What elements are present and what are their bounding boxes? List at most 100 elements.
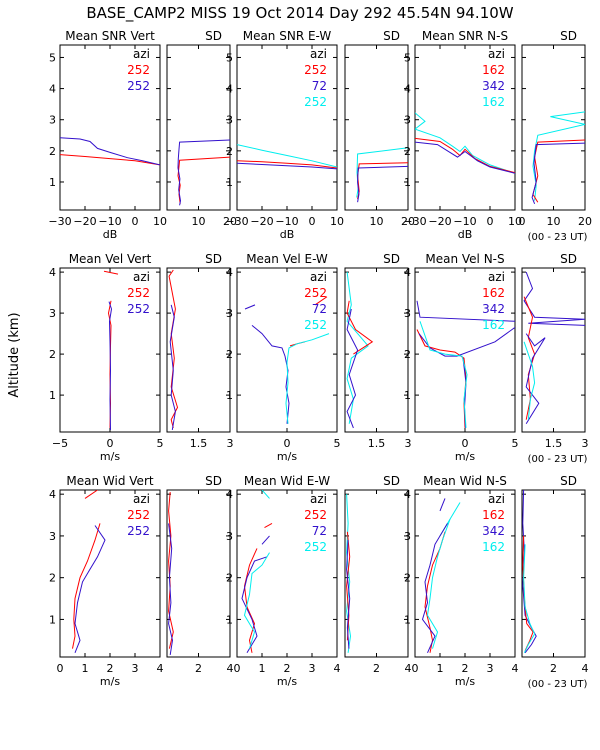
x-tick-label: 4 xyxy=(157,662,164,675)
panel-3: Mean SNR E-W 1 2 3 4 5 −30 −20 −10 0 10 dB azi 252 72 2… xyxy=(225,29,344,241)
series-group xyxy=(241,490,273,654)
y-tick-label: 1 xyxy=(226,389,233,402)
panel-title: Mean Wid E-W xyxy=(244,474,330,488)
x-axis-label: m/s xyxy=(100,450,120,463)
series-line-cyan xyxy=(346,494,352,653)
panel-title: SD xyxy=(383,474,400,488)
plot-frame xyxy=(166,44,231,211)
y-tick-label: 4 xyxy=(226,83,233,96)
series-line-blue xyxy=(237,162,337,170)
series-line-red xyxy=(424,531,446,653)
x-tick-label: −20 xyxy=(250,215,273,228)
series-line-blue xyxy=(531,142,585,204)
series-group xyxy=(60,137,160,166)
series-line-red xyxy=(168,269,179,429)
x-tick-label: 3 xyxy=(582,437,589,450)
panel-title: Mean Wid Vert xyxy=(66,474,153,488)
series-line-cyan xyxy=(356,147,408,198)
series-group xyxy=(356,147,408,203)
x-tick-label: 4 xyxy=(512,662,519,675)
series-line-red xyxy=(522,535,534,651)
x-tick-label: 2 xyxy=(373,662,380,675)
y-tick-label: 1 xyxy=(404,389,411,402)
y-tick-label: 4 xyxy=(404,266,411,279)
figure-title: BASE_CAMP2 MISS 19 Oct 2014 Day 292 45.5… xyxy=(86,4,513,23)
y-tick-label: 4 xyxy=(404,83,411,96)
x-tick-label: −10 xyxy=(453,215,476,228)
legend-entry-cyan: 252 xyxy=(304,95,327,109)
x-tick-label: −5 xyxy=(52,437,68,450)
y-tick-label: 3 xyxy=(404,114,411,127)
x-tick-label: 0 xyxy=(412,662,419,675)
x-tick-label: −20 xyxy=(73,215,96,228)
y-tick-label: 2 xyxy=(226,572,233,585)
panel-4: SD 10 20 xyxy=(344,29,415,228)
series-line-red xyxy=(416,329,467,428)
legend-azi-label: azi xyxy=(310,47,327,61)
x-tick-label: 2 xyxy=(462,662,469,675)
panel-title: SD xyxy=(383,29,400,43)
x-tick-label: 1.5 xyxy=(190,437,208,450)
legend-entry-red: 252 xyxy=(304,286,327,300)
series-group xyxy=(421,498,461,654)
y-tick-label: 1 xyxy=(404,176,411,189)
legend-entry-blue: 342 xyxy=(482,524,505,538)
panel-16: SD 2 4 xyxy=(344,474,412,675)
plot-frame xyxy=(166,267,231,433)
x-tick-label: 10 xyxy=(153,215,167,228)
panel-title: Mean SNR Vert xyxy=(65,29,155,43)
plot-frame xyxy=(166,489,231,658)
series-group xyxy=(244,296,330,424)
legend-azi-label: azi xyxy=(310,492,327,506)
series-line-blue xyxy=(523,271,585,326)
x-tick-label: 10 xyxy=(508,215,522,228)
series-line-blue xyxy=(525,333,546,425)
x-tick-label: 1 xyxy=(82,662,89,675)
series-line-blue xyxy=(522,490,537,654)
y-tick-label: 2 xyxy=(49,348,56,361)
series-line-red xyxy=(243,548,258,653)
series-line-cyan xyxy=(346,272,369,424)
x-tick-label: 0 xyxy=(519,215,526,228)
series-line-red xyxy=(264,522,273,529)
y-tick-label: 2 xyxy=(404,572,411,585)
legend-entry-blue: 72 xyxy=(312,79,327,93)
x-axis-label: m/s xyxy=(277,450,297,463)
series-group xyxy=(346,272,374,429)
series-group xyxy=(415,112,515,174)
series-group xyxy=(168,492,174,655)
y-tick-label: 5 xyxy=(49,51,56,64)
y-tick-label: 3 xyxy=(226,114,233,127)
legend-entry-red: 252 xyxy=(127,286,150,300)
y-tick-label: 4 xyxy=(49,488,56,501)
altitude-axis-label: Altitude (km) xyxy=(7,312,22,397)
series-line-blue xyxy=(416,300,515,322)
panel-title: SD xyxy=(560,252,577,266)
series-group xyxy=(416,300,515,428)
series-line-blue xyxy=(415,141,515,174)
y-tick-label: 2 xyxy=(226,348,233,361)
series-group xyxy=(72,490,106,653)
legend-azi-label: azi xyxy=(133,270,150,284)
x-tick-label: 5 xyxy=(512,437,519,450)
legend-entry-blue: 252 xyxy=(127,302,150,316)
y-tick-label: 4 xyxy=(226,488,233,501)
series-line-blue xyxy=(357,165,408,203)
series-line-cyan xyxy=(285,333,330,424)
series-line-blue xyxy=(251,325,290,424)
series-group xyxy=(522,490,537,654)
y-tick-label: 1 xyxy=(226,613,233,626)
series-line-red xyxy=(84,490,98,499)
panel-title: Mean Vel N-S xyxy=(425,252,504,266)
series-line-red xyxy=(237,160,337,169)
series-line-blue xyxy=(169,304,176,430)
series-line-blue xyxy=(241,556,268,654)
y-tick-label: 3 xyxy=(226,530,233,543)
legend-azi-label: azi xyxy=(133,492,150,506)
time-range-note: (00 - 23 UT) xyxy=(528,232,588,243)
legend-azi-label: azi xyxy=(310,270,327,284)
series-line-blue xyxy=(244,304,256,310)
series-line-cyan xyxy=(243,552,270,649)
